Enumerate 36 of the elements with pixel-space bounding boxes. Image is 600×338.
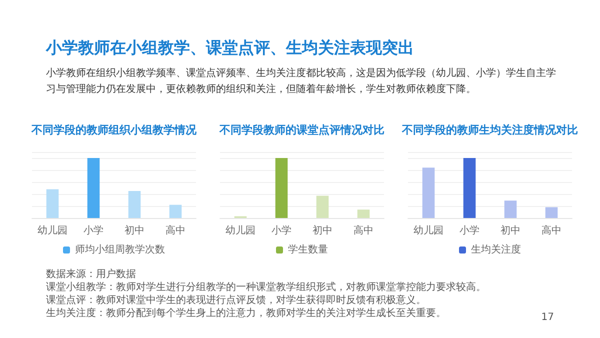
bar (504, 200, 517, 218)
x-tick-label: 小学 (460, 224, 480, 236)
x-tick-label: 幼儿园 (226, 224, 256, 236)
x-tick-label: 幼儿园 (38, 224, 68, 236)
text: 课堂小组教学：教师对学生进行分组教学的一种课堂教学组织形式，对教师课堂掌控能力要求较高。 (46, 281, 487, 294)
x-tick-label: 幼儿园 (414, 224, 444, 236)
legend-label: 师均小组周教学次数 (75, 244, 165, 256)
chart-title: 不同学段的教师生均关注度情况对比 (401, 124, 578, 136)
text: 小学教师在小组教学、课堂点评、生均关注表现突出 (46, 38, 414, 59)
bar (87, 158, 100, 218)
source-note: 数据来源：用户数据 (46, 268, 137, 281)
x-tick-label: 高中 (354, 224, 374, 236)
x-tick-label: 初中 (124, 224, 144, 236)
bar (169, 204, 182, 218)
bar (545, 207, 558, 218)
bar (357, 210, 370, 218)
x-tick-label: 小学 (84, 224, 104, 236)
x-tick-label: 初中 (312, 224, 332, 236)
x-tick-label: 小学 (272, 224, 292, 236)
bar (316, 196, 329, 218)
bar (422, 168, 435, 218)
text: 生均关注度：教师分配到每个学生身上的注意力，教师对学生的关注对学生成长至关重要。 (46, 308, 446, 319)
bar (46, 189, 59, 218)
text: 课堂点评：教师对课堂中学生的表现进行点评反馈，对学生获得即时反馈有积极意义。 (46, 294, 427, 307)
x-tick-label: 高中 (166, 224, 186, 236)
x-tick-label: 初中 (500, 224, 520, 236)
chart-title: 不同学段的教师组织小组教学情况 (30, 124, 198, 136)
legend-label: 生均关注度 (471, 244, 521, 256)
x-tick-label: 高中 (542, 224, 562, 236)
text: 17 (541, 312, 554, 323)
bar (128, 191, 141, 218)
bar (463, 158, 476, 218)
legend-label: 学生数量 (288, 244, 328, 256)
text: 小学教师在组织小组教学频率、课堂点评频率、生均关注度都比较高，这是因为低学段（幼儿园、小学）学生自主学习与管理能力仍在发展中，更依赖教师的组织和关注，但随着年龄增长，学生对教师依赖度下降。 (46, 66, 556, 97)
chart-title: 不同学段教师的课堂点评情况对比 (218, 124, 384, 136)
bar (275, 158, 288, 218)
